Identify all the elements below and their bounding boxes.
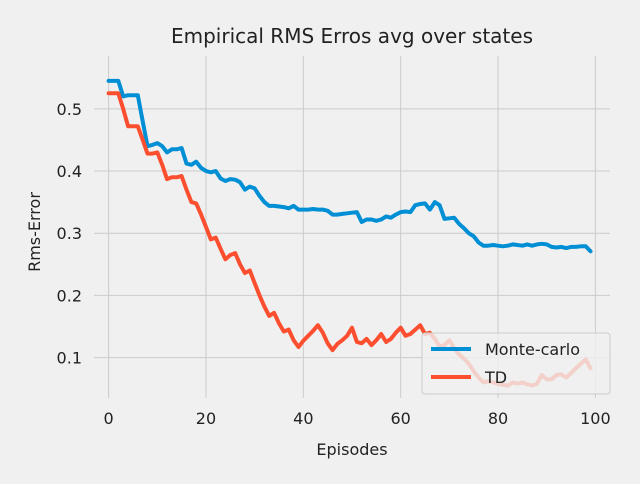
- x-tick-label: 80: [488, 409, 508, 428]
- y-tick-label: 0.3: [57, 224, 82, 243]
- legend-label-monte-carlo: Monte-carlo: [485, 340, 580, 359]
- series-line-monte-carlo: [106, 78, 593, 254]
- y-axis-label: Rms-Error: [25, 192, 44, 272]
- y-tick-label: 0.4: [57, 162, 82, 181]
- x-tick-label: 60: [390, 409, 410, 428]
- legend: Monte-carlo TD: [421, 332, 611, 395]
- x-axis-label: Episodes: [316, 440, 387, 459]
- tick-labels: 0 20 40 60 80 100 0.1 0.2 0.3 0.4 0.5: [57, 100, 611, 428]
- x-tick-label: 40: [293, 409, 313, 428]
- x-tick-label: 100: [580, 409, 611, 428]
- grid: [94, 56, 610, 398]
- y-tick-label: 0.5: [57, 100, 82, 119]
- x-tick-label: 20: [196, 409, 216, 428]
- y-tick-label: 0.2: [57, 286, 82, 305]
- y-tick-label: 0.1: [57, 349, 82, 368]
- x-tick-label: 0: [104, 409, 114, 428]
- chart-title: Empirical RMS Erros avg over states: [171, 24, 533, 48]
- legend-label-td: TD: [484, 368, 507, 387]
